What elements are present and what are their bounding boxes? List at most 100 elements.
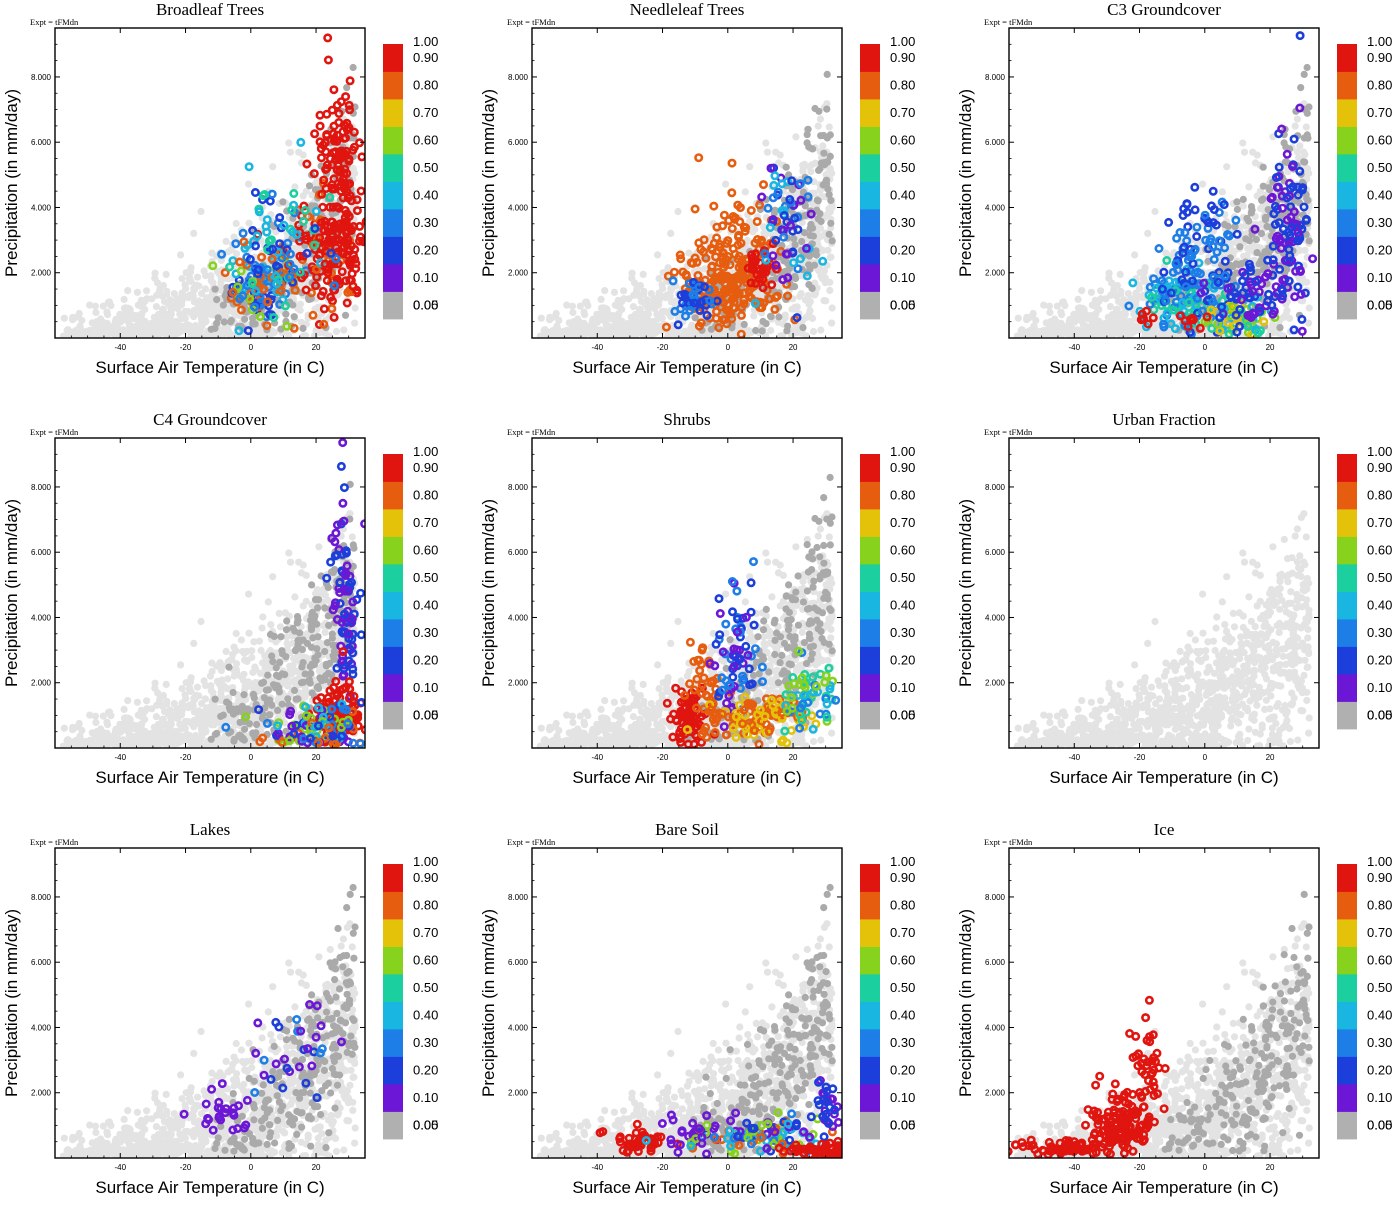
background-point — [182, 308, 189, 315]
background-point — [1015, 315, 1022, 322]
x-tick-label: 20 — [312, 343, 321, 352]
data-point — [754, 218, 760, 224]
data-point — [729, 190, 735, 196]
background-point — [1300, 149, 1307, 156]
zero-fraction-point — [1276, 324, 1283, 331]
background-point — [233, 220, 240, 227]
background-point — [820, 297, 827, 304]
x-axis-label: Surface Air Temperature (in C) — [572, 358, 801, 377]
data-point — [325, 35, 331, 41]
colorbar-swatch — [383, 182, 403, 210]
background-point — [298, 319, 305, 326]
zero-fraction-point — [1236, 243, 1243, 250]
background-point — [1303, 123, 1310, 130]
background-point — [1305, 170, 1312, 177]
background-point — [221, 330, 228, 337]
data-point — [363, 218, 369, 224]
background-point — [1088, 289, 1095, 296]
zero-fraction-point — [291, 313, 298, 320]
expt-label: Expt = tFMdn — [984, 17, 1033, 27]
background-point — [351, 170, 358, 177]
zero-fraction-point — [221, 318, 228, 325]
zero-fraction-point — [752, 327, 759, 334]
background-point — [287, 149, 294, 156]
background-point — [118, 317, 125, 324]
background-point — [619, 321, 626, 328]
background-point — [183, 293, 190, 300]
background-point — [667, 230, 674, 237]
colorbar-label: 1.00 — [890, 34, 915, 49]
background-point — [1095, 298, 1102, 305]
zero-fraction-point — [824, 185, 831, 192]
background-point — [163, 271, 170, 278]
y-tick-label: 2.000 — [508, 269, 529, 278]
y-tick-label: 4.000 — [31, 203, 52, 212]
background-point — [285, 139, 292, 146]
zero-fraction-point — [816, 165, 823, 172]
background-point — [155, 331, 162, 338]
colorbar-swatch — [860, 99, 880, 127]
zero-fraction-point — [804, 131, 811, 138]
background-point — [169, 329, 176, 336]
background-point — [750, 312, 757, 319]
data-point — [298, 139, 304, 145]
background-point — [581, 326, 588, 333]
data-point — [318, 155, 324, 161]
background-point — [546, 316, 553, 323]
background-point — [1301, 247, 1308, 254]
zero-fraction-point — [820, 150, 827, 157]
background-point — [151, 275, 158, 282]
background-point — [656, 275, 663, 282]
background-point — [156, 321, 163, 328]
colorbar-swatch — [860, 237, 880, 265]
colorbar-label: 0.50 — [413, 160, 438, 175]
colorbar: 0.000.050.100.200.300.400.500.600.700.80… — [383, 34, 438, 319]
background-point — [815, 123, 822, 130]
background-point — [223, 238, 230, 245]
background-point — [654, 251, 661, 258]
zero-fraction-point — [1301, 71, 1308, 78]
colorbar-swatch — [860, 264, 880, 292]
colorbar-label: 0.30 — [890, 215, 915, 230]
data-point — [760, 181, 766, 187]
x-tick-label: -20 — [657, 343, 669, 352]
background-point — [187, 269, 194, 276]
background-point — [1137, 293, 1144, 300]
colorbar-swatch — [383, 292, 403, 320]
background-point — [333, 328, 340, 335]
colorbar-label: 0.30 — [413, 215, 438, 230]
data-point — [317, 112, 323, 118]
background-point — [130, 315, 137, 322]
data-point — [334, 102, 340, 108]
zero-fraction-point — [1303, 195, 1310, 202]
x-axis-label: Surface Air Temperature (in C) — [95, 358, 324, 377]
zero-fraction-point — [827, 220, 834, 227]
background-point — [340, 327, 347, 334]
background-point — [1047, 318, 1054, 325]
colorbar-swatch — [860, 209, 880, 237]
background-point — [742, 188, 749, 195]
data-point — [311, 131, 317, 137]
background-point — [134, 289, 141, 296]
colorbar-label: 1.00 — [413, 34, 438, 49]
background-point — [1078, 305, 1085, 312]
zero-fraction-point — [342, 312, 349, 319]
zero-fraction-point — [1300, 158, 1307, 165]
background-point — [197, 208, 204, 215]
background-point — [1097, 287, 1104, 294]
zero-fraction-point — [1248, 207, 1255, 214]
background-point — [1219, 188, 1226, 195]
y-tick-label: 8.000 — [31, 73, 52, 82]
data-point — [342, 93, 348, 99]
data-point — [269, 191, 275, 197]
zero-fraction-point — [799, 324, 806, 331]
colorbar-swatch — [860, 127, 880, 155]
background-point — [792, 133, 799, 140]
y-tick-label: 4.000 — [508, 203, 529, 212]
background-point — [194, 274, 201, 281]
colorbar-label: 0.80 — [890, 77, 915, 92]
zero-fraction-point — [792, 241, 799, 248]
background-point — [1241, 149, 1248, 156]
background-point — [1130, 295, 1137, 302]
